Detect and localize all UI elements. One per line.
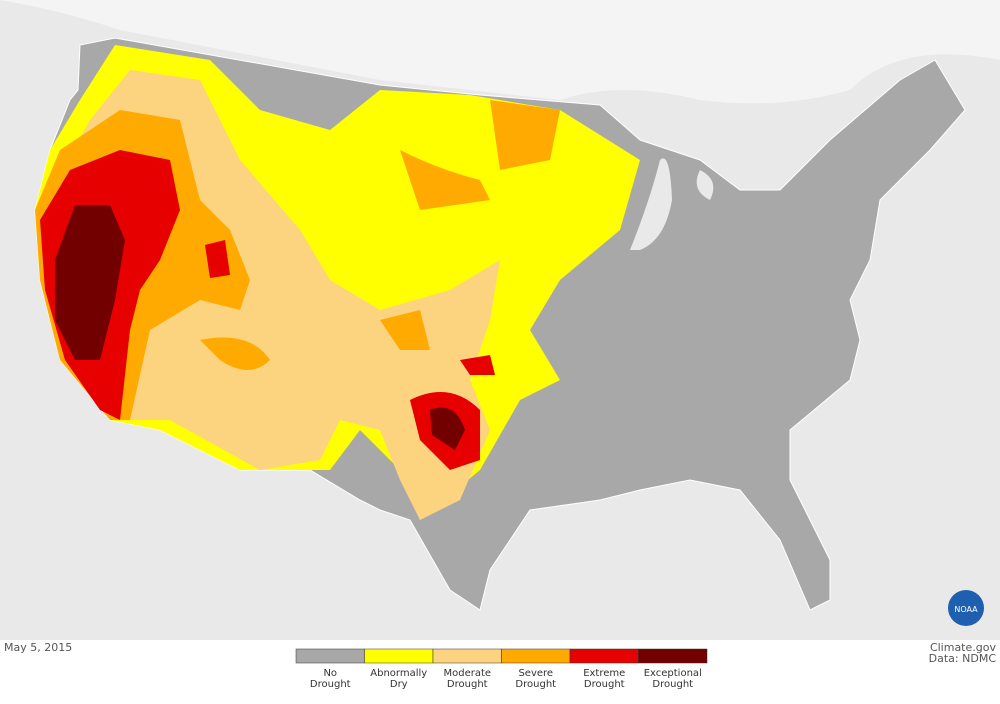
legend: NoDroughtAbnormallyDryModerateDroughtSev… xyxy=(295,648,708,690)
legend-swatch xyxy=(295,648,365,664)
legend-label: Abnormally xyxy=(370,668,427,679)
legend-label: Dry xyxy=(390,679,408,690)
legend-label: Exceptional xyxy=(644,668,702,679)
legend-label: Drought xyxy=(447,679,488,690)
legend-label: Drought xyxy=(310,679,351,690)
legend-label: Drought xyxy=(584,679,625,690)
noaa-logo xyxy=(948,590,984,626)
canada xyxy=(0,0,1000,104)
credit-source: Climate.gov xyxy=(930,641,997,654)
date: May 5, 2015 xyxy=(4,641,72,654)
legend-swatch xyxy=(364,648,434,664)
legend-label: Drought xyxy=(515,679,556,690)
legend-label: No xyxy=(323,668,337,679)
credit-data: Data: NDMC xyxy=(929,652,997,665)
legend-swatch xyxy=(569,648,639,664)
legend-swatch xyxy=(638,648,708,664)
great-lakes xyxy=(630,158,714,250)
drought-areas xyxy=(35,45,640,520)
legend-label: Severe xyxy=(518,668,553,679)
logo-text: NOAA xyxy=(954,605,978,614)
legend-label: Drought xyxy=(652,679,693,690)
legend-label: Moderate xyxy=(443,668,491,679)
legend-swatch xyxy=(501,648,571,664)
legend-label: Extreme xyxy=(583,668,625,679)
legend-swatch xyxy=(432,648,502,664)
